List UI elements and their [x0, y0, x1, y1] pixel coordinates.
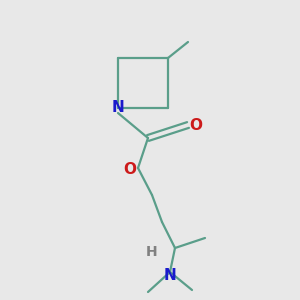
Text: N: N	[112, 100, 124, 116]
Text: N: N	[164, 268, 176, 283]
Text: H: H	[146, 245, 158, 259]
Text: O: O	[190, 118, 202, 133]
Text: O: O	[124, 163, 136, 178]
